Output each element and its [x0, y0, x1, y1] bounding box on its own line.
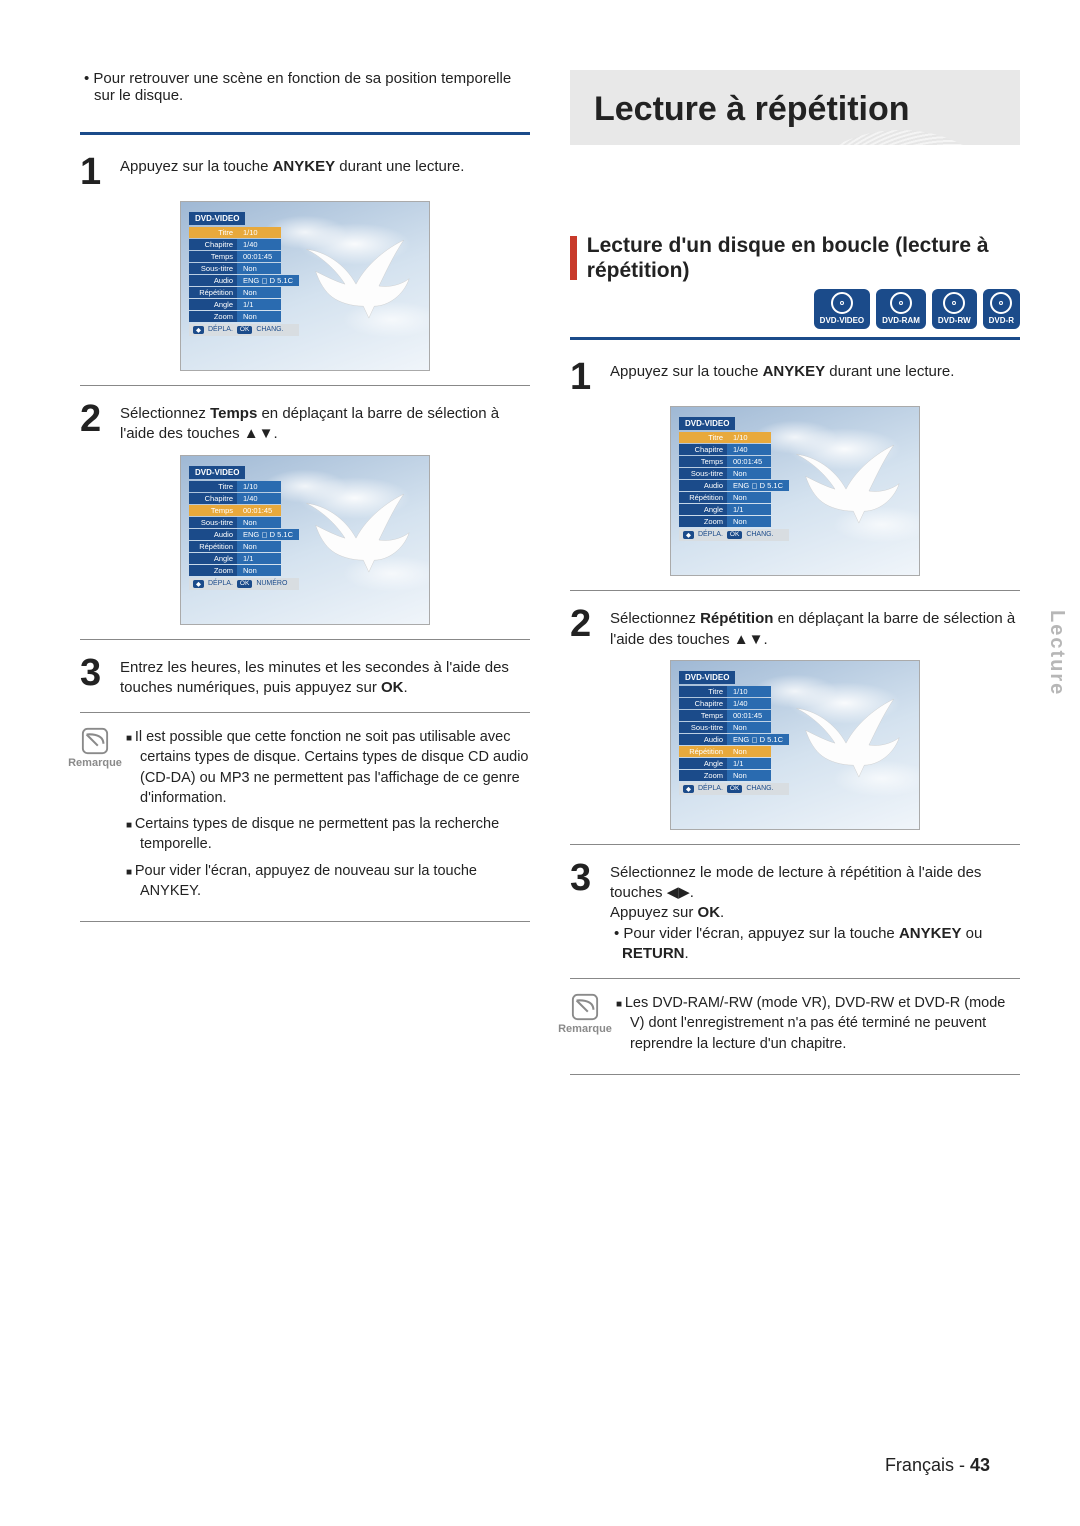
divider-thin — [80, 385, 530, 386]
osd-screenshot-2: DVD-VIDEOTitre1/10Chapitre1/40Temps00:01… — [80, 455, 530, 625]
remark-body: Les DVD-RAM/-RW (mode VR), DVD-RW et DVD… — [614, 993, 1020, 1060]
osd-screenshot-1: DVD-VIDEOTitre1/10Chapitre1/40Temps00:01… — [80, 201, 530, 371]
disc-badge: DVD-R — [983, 289, 1020, 329]
step-number: 3 — [80, 654, 108, 699]
disc-badge: DVD-VIDEO — [814, 289, 870, 329]
note-icon — [571, 993, 599, 1021]
divider-thin — [570, 844, 1020, 845]
step-number: 1 — [570, 358, 598, 396]
divider-blue — [570, 337, 1020, 340]
step-text: Appuyez sur la touche ANYKEY durant une … — [610, 358, 954, 396]
step-number: 2 — [80, 400, 108, 445]
osd-screenshot-r2: DVD-VIDEOTitre1/10Chapitre1/40Temps00:01… — [570, 660, 1020, 830]
right-step-2: 2 Sélectionnez Répétition en déplaçant l… — [570, 605, 1020, 650]
step-text: Sélectionnez Répétition en déplaçant la … — [610, 605, 1020, 650]
section-banner: Lecture à répétition — [570, 70, 1020, 145]
divider-thin — [570, 1074, 1020, 1075]
left-step-1: 1 Appuyez sur la touche ANYKEY durant un… — [80, 153, 530, 191]
remark-label: Remarque — [68, 757, 122, 769]
section-title: Lecture d'un disque en boucle (lecture à… — [587, 233, 1020, 283]
left-column: Pour retrouver une scène en fonction de … — [80, 70, 530, 1089]
osd-screenshot-r1: DVD-VIDEOTitre1/10Chapitre1/40Temps00:01… — [570, 406, 1020, 576]
right-step-3: 3 Sélectionnez le mode de lecture à répé… — [570, 859, 1020, 964]
disc-art-icon — [770, 130, 1020, 145]
remark-block-right: Remarque Les DVD-RAM/-RW (mode VR), DVD-… — [570, 993, 1020, 1060]
step-number: 2 — [570, 605, 598, 650]
right-column: Lecture à répétition Lecture d'un disque… — [570, 70, 1020, 1089]
page-footer: Français - 43 — [885, 1455, 990, 1476]
divider-thin — [80, 639, 530, 640]
step-number: 3 — [570, 859, 598, 964]
disc-badges-row: DVD-VIDEO DVD-RAM DVD-RW DVD-R — [570, 289, 1020, 329]
divider-thin — [570, 590, 1020, 591]
disc-badge: DVD-RAM — [876, 289, 926, 329]
banner-title: Lecture à répétition — [594, 90, 910, 128]
divider-thin — [80, 921, 530, 922]
bird-icon — [791, 416, 901, 566]
divider-thin — [80, 712, 530, 713]
intro-text: Pour retrouver une scène en fonction de … — [80, 70, 530, 104]
step-text: Sélectionnez le mode de lecture à répéti… — [610, 859, 1020, 964]
section-heading: Lecture d'un disque en boucle (lecture à… — [570, 233, 1020, 283]
remark-body: Il est possible que cette fonction ne so… — [124, 727, 530, 907]
remark-block-left: Remarque Il est possible que cette fonct… — [80, 727, 530, 907]
bird-icon — [301, 211, 411, 361]
disc-badge: DVD-RW — [932, 289, 977, 329]
step-number: 1 — [80, 153, 108, 191]
remark-label: Remarque — [558, 1023, 612, 1035]
bird-icon — [301, 465, 411, 615]
divider-blue — [80, 132, 530, 135]
right-step-1: 1 Appuyez sur la touche ANYKEY durant un… — [570, 358, 1020, 396]
left-step-2: 2 Sélectionnez Temps en déplaçant la bar… — [80, 400, 530, 445]
side-tab: Lecture — [1045, 610, 1068, 696]
step-text: Entrez les heures, les minutes et les se… — [120, 654, 530, 699]
note-icon — [81, 727, 109, 755]
left-step-3: 3 Entrez les heures, les minutes et les … — [80, 654, 530, 699]
step-text: Sélectionnez Temps en déplaçant la barre… — [120, 400, 530, 445]
red-bar-icon — [570, 236, 577, 280]
bird-icon — [791, 670, 901, 820]
divider-thin — [570, 978, 1020, 979]
step-text: Appuyez sur la touche ANYKEY durant une … — [120, 153, 464, 191]
